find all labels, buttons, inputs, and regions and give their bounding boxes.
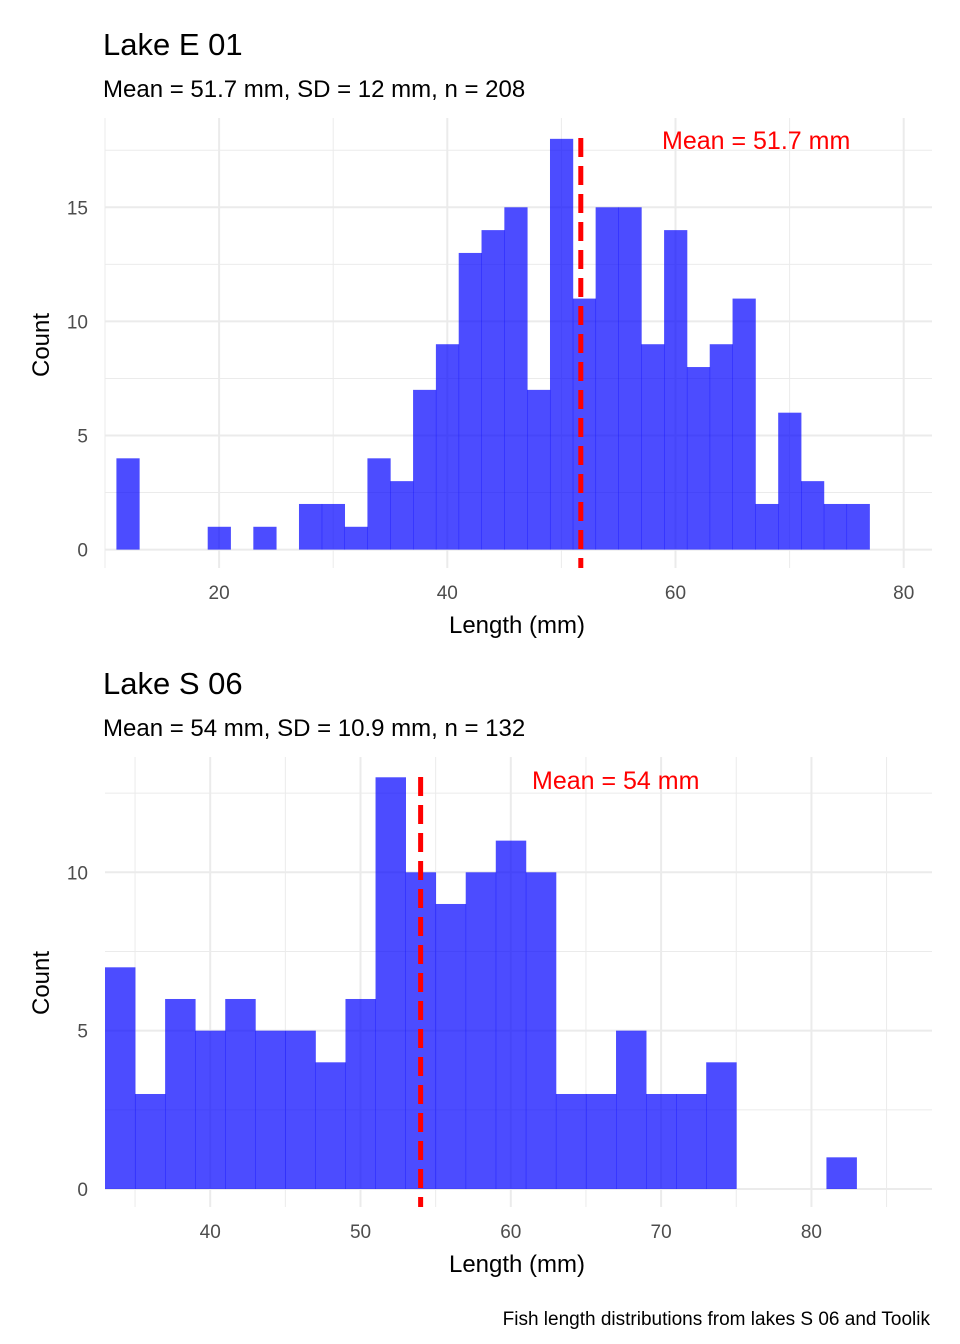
histogram-bar	[458, 252, 482, 550]
histogram-bar	[755, 503, 779, 550]
histogram-bar	[116, 458, 140, 550]
x-tick-label: 50	[350, 1222, 371, 1243]
y-tick-label: 10	[67, 863, 88, 884]
histogram-bar	[495, 840, 527, 1189]
y-tick-label: 15	[67, 198, 88, 219]
figure-caption: Fish length distributions from lakes S 0…	[503, 1309, 931, 1330]
histogram-bar	[298, 503, 323, 550]
histogram-bar	[413, 389, 437, 550]
histogram-bar	[321, 503, 346, 550]
histogram-bar	[732, 298, 756, 550]
histogram-bar	[253, 526, 277, 550]
x-tick-label: 20	[209, 583, 230, 604]
histogram-bar	[549, 138, 574, 550]
histogram-bar	[135, 1093, 166, 1189]
x-tick-labels: 40 50 60 70 80	[200, 1222, 822, 1243]
chart-subtitle: Mean = 51.7 mm, SD = 12 mm, n = 208	[103, 76, 525, 103]
histogram-bar	[195, 1030, 226, 1189]
mean-annotation: Mean = 54 mm	[532, 767, 699, 795]
histogram-bar	[585, 1093, 617, 1189]
y-tick-labels: 0 5 10	[67, 863, 88, 1201]
mean-annotation: Mean = 51.7 mm	[662, 127, 850, 155]
histogram-bar	[527, 389, 551, 550]
x-tick-label: 80	[801, 1222, 822, 1243]
histogram-bar	[165, 998, 196, 1189]
histogram-bar	[686, 367, 711, 550]
histogram-bar	[390, 481, 414, 550]
histogram-bar	[105, 967, 136, 1189]
y-tick-labels: 0 5 10 15	[67, 198, 88, 561]
chart-title: Lake E 01	[103, 27, 243, 62]
histogram-bar	[846, 503, 870, 550]
histogram-bar	[706, 1062, 737, 1189]
histogram-bar	[555, 1093, 587, 1189]
histogram-bars	[105, 777, 857, 1189]
histogram-bar	[481, 230, 505, 550]
x-axis-label: Length (mm)	[449, 1251, 585, 1278]
histogram-bar	[826, 1157, 857, 1189]
panel-lake-s06: Lake S 06 Mean = 54 mm, SD = 10.9 mm, n …	[28, 666, 932, 1278]
panel-lake-e01: Lake E 01 Mean = 51.7 mm, SD = 12 mm, n …	[28, 27, 932, 639]
histogram-bar	[676, 1093, 707, 1189]
histogram-bar	[435, 344, 460, 550]
histogram-bar	[255, 1030, 286, 1189]
y-axis-label: Count	[28, 313, 55, 377]
histogram-bar	[709, 344, 733, 550]
histogram-bar	[572, 298, 597, 550]
x-tick-label: 70	[651, 1222, 672, 1243]
histogram-bar	[801, 481, 825, 550]
histogram-bar	[345, 998, 376, 1189]
histogram-bar	[618, 207, 642, 550]
histogram-bar	[315, 1062, 346, 1189]
y-tick-label: 5	[77, 427, 88, 448]
histogram-bar	[435, 903, 467, 1189]
histogram-bar	[375, 777, 406, 1189]
histogram-bar	[367, 458, 391, 550]
histogram-bar	[641, 344, 665, 550]
x-tick-label: 40	[437, 583, 458, 604]
chart-subtitle: Mean = 54 mm, SD = 10.9 mm, n = 132	[103, 715, 525, 742]
histogram-bar	[344, 526, 368, 550]
histogram-bar	[465, 872, 497, 1189]
histogram-bar	[225, 998, 256, 1189]
histogram-bar	[778, 412, 802, 550]
histogram-bar	[823, 503, 848, 550]
x-tick-label: 60	[665, 583, 686, 604]
chart-title: Lake S 06	[103, 666, 243, 701]
x-tick-label: 60	[500, 1222, 521, 1243]
histogram-bar	[616, 1030, 647, 1189]
mean-line-group: Mean = 51.7 mm	[578, 127, 850, 568]
histogram-bar	[664, 230, 688, 550]
histogram-bar	[595, 207, 619, 550]
histogram-bar	[207, 526, 231, 550]
histogram-bar	[285, 1030, 316, 1189]
histogram-bar	[525, 872, 557, 1189]
mean-line-group: Mean = 54 mm	[418, 767, 699, 1207]
histogram-bar	[504, 207, 528, 550]
y-tick-label: 0	[77, 541, 88, 562]
y-tick-label: 0	[77, 1180, 88, 1201]
histogram-bars	[116, 138, 870, 550]
y-axis-label: Count	[28, 951, 55, 1015]
y-tick-label: 10	[67, 312, 88, 333]
x-axis-label: Length (mm)	[449, 612, 585, 639]
histogram-bar	[646, 1093, 677, 1189]
x-tick-label: 80	[893, 583, 914, 604]
x-tick-label: 40	[200, 1222, 221, 1243]
y-tick-label: 5	[77, 1022, 88, 1043]
x-tick-labels: 20 40 60 80	[209, 583, 915, 604]
